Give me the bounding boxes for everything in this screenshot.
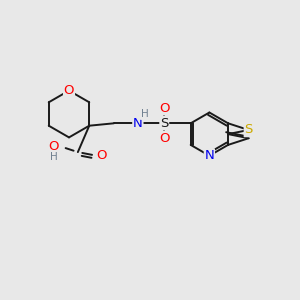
Text: H: H bbox=[141, 109, 148, 119]
Text: O: O bbox=[159, 132, 169, 145]
Text: O: O bbox=[64, 84, 74, 97]
Text: N: N bbox=[205, 149, 214, 162]
Text: S: S bbox=[244, 124, 253, 136]
Text: S: S bbox=[160, 117, 169, 130]
Text: O: O bbox=[97, 149, 107, 162]
Text: N: N bbox=[133, 117, 143, 130]
Text: O: O bbox=[49, 140, 59, 153]
Text: O: O bbox=[159, 102, 169, 115]
Text: H: H bbox=[50, 152, 58, 162]
